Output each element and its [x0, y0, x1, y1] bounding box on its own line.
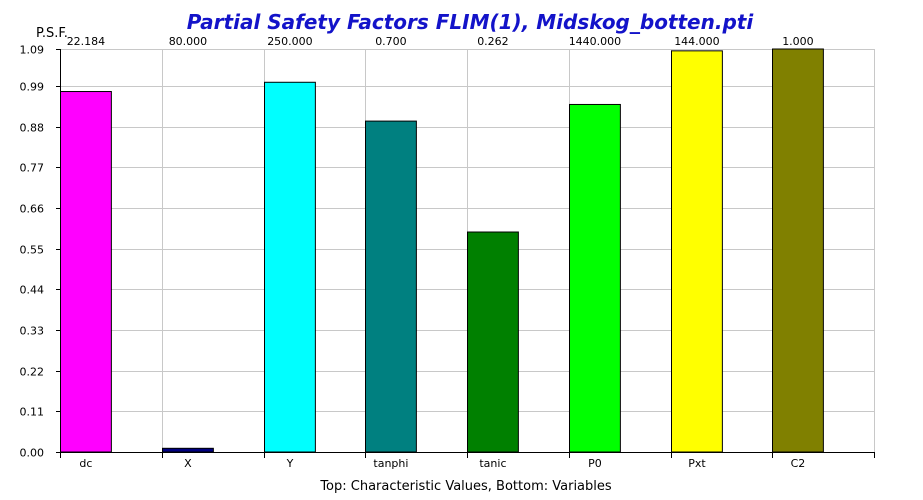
top-value-label: 1440.000: [569, 35, 622, 48]
category-label: C2: [791, 457, 806, 470]
chart-title: Partial Safety Factors FLIM(1), Midskog_…: [187, 10, 755, 34]
top-value-label: 250.000: [267, 35, 313, 48]
top-value-labels: 22.184 80.000 250.000 0.700 0.262 1440.000 144…: [67, 35, 814, 48]
category-label: tanic: [479, 457, 506, 470]
category-label: dc: [79, 457, 92, 470]
category-label: Pxt: [688, 457, 706, 470]
bar-tanphi: [365, 120, 417, 453]
y-tick-labels: 0.00 0.11 0.22 0.33 0.44 0.55 0.66 0.77 0.88 0.99…: [20, 44, 45, 460]
bar-tanic: [467, 231, 519, 453]
bar-p0: [569, 103, 621, 453]
top-value-label: 0.262: [477, 35, 509, 48]
axes: [56, 49, 875, 458]
y-tick-label: 0.22: [20, 366, 45, 379]
bar-x: [162, 447, 214, 453]
x-axis-label: Top: Characteristic Values, Bottom: Vari…: [319, 479, 612, 494]
top-value-label: 144.000: [674, 35, 720, 48]
bar-c2: [772, 48, 824, 453]
y-tick-label: 0.99: [20, 81, 45, 94]
y-tick-label: 0.88: [20, 122, 45, 135]
top-value-label: 0.700: [375, 35, 407, 48]
bars: [60, 48, 824, 453]
bar-pxt: [671, 50, 723, 453]
y-tick-label: 0.00: [20, 447, 45, 460]
bar-y: [264, 81, 316, 453]
y-tick-label: 0.33: [20, 325, 45, 338]
category-label: Y: [286, 457, 294, 470]
y-tick-label: 0.44: [20, 284, 45, 297]
y-tick-label: 0.66: [20, 203, 45, 216]
category-label: P0: [588, 457, 602, 470]
y-tick-label: 0.55: [20, 244, 45, 257]
y-tick-label: 1.09: [20, 44, 45, 57]
top-value-label: 1.000: [782, 35, 814, 48]
y-tick-label: 0.77: [20, 162, 45, 175]
top-value-label: 80.000: [169, 35, 208, 48]
category-label: X: [184, 457, 192, 470]
top-value-label: 22.184: [67, 35, 106, 48]
y-tick-label: 0.11: [20, 406, 45, 419]
bar-dc: [60, 91, 112, 453]
category-label: tanphi: [373, 457, 408, 470]
y-axis-label: P.S.F.: [36, 26, 68, 41]
